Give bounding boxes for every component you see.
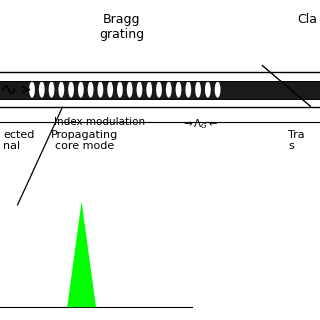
Ellipse shape <box>107 82 113 98</box>
Ellipse shape <box>49 82 54 98</box>
Text: Index modulation: Index modulation <box>54 117 145 127</box>
Ellipse shape <box>137 82 142 98</box>
Polygon shape <box>67 202 96 307</box>
Ellipse shape <box>127 82 132 98</box>
Text: Tra
s: Tra s <box>288 130 305 151</box>
Text: ected
nal: ected nal <box>3 130 35 151</box>
Text: Propagating
core mode: Propagating core mode <box>51 130 118 151</box>
Bar <box>0 81 320 99</box>
Ellipse shape <box>215 82 220 98</box>
Ellipse shape <box>59 82 64 98</box>
Ellipse shape <box>176 82 181 98</box>
Ellipse shape <box>166 82 172 98</box>
Text: $\rightarrow\Lambda_G\leftarrow$: $\rightarrow\Lambda_G\leftarrow$ <box>181 117 219 131</box>
Ellipse shape <box>146 82 152 98</box>
Ellipse shape <box>98 82 103 98</box>
Ellipse shape <box>205 82 211 98</box>
Text: Cla: Cla <box>298 13 318 26</box>
Ellipse shape <box>156 82 162 98</box>
Ellipse shape <box>29 82 35 98</box>
Ellipse shape <box>117 82 123 98</box>
Text: Bragg
grating: Bragg grating <box>99 13 144 41</box>
Ellipse shape <box>88 82 93 98</box>
Ellipse shape <box>78 82 84 98</box>
Ellipse shape <box>68 82 74 98</box>
Ellipse shape <box>195 82 201 98</box>
Ellipse shape <box>185 82 191 98</box>
Ellipse shape <box>39 82 45 98</box>
